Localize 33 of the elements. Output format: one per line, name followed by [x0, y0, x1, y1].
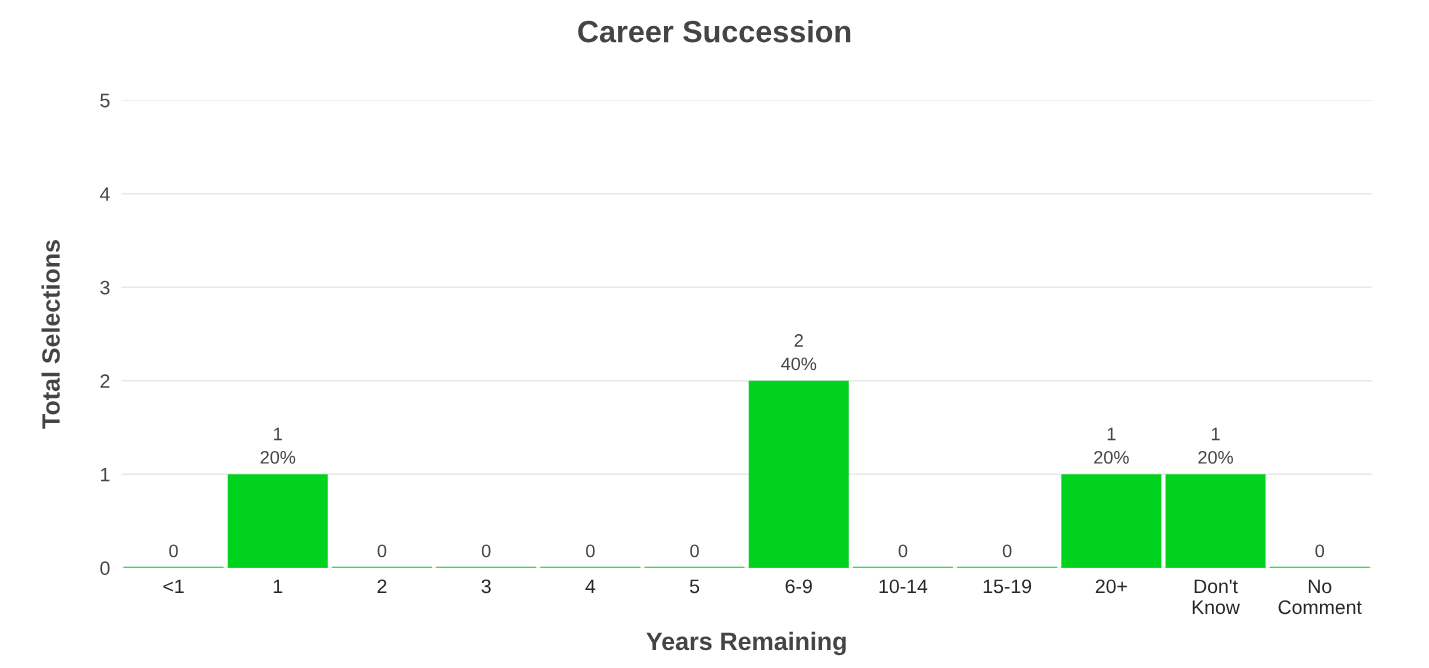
data-label: 1 20%	[260, 427, 296, 464]
y-tick-label: 2	[100, 374, 110, 388]
x-tick-label: 6-9	[785, 579, 812, 594]
x-tick-label: 5	[689, 579, 700, 594]
y-tick-label: 5	[100, 93, 110, 108]
x-tick-label: 2	[377, 579, 387, 593]
x-tick-label: 10-14	[879, 579, 928, 594]
x-tick-label: 3	[481, 579, 491, 594]
y-tick-label: 0	[100, 561, 110, 576]
data-label: 2 40%	[781, 334, 817, 371]
x-tick-label: 1	[273, 579, 283, 593]
data-label: 0	[1315, 544, 1325, 558]
x-tick-label: No Comment	[1278, 579, 1362, 615]
x-tick-label: Don't Know	[1192, 579, 1240, 615]
x-tick-label: 4	[585, 579, 596, 593]
data-label: 0	[898, 544, 908, 558]
y-tick-label: 1	[101, 467, 110, 482]
data-label: 1 20%	[1094, 427, 1129, 464]
data-label: 0	[169, 544, 178, 558]
x-tick-label: 20+	[1095, 579, 1127, 594]
data-label: 0	[377, 544, 387, 558]
data-label: 1 20%	[1198, 427, 1233, 464]
y-tick-label: 3	[100, 280, 110, 295]
data-label: 0	[481, 544, 491, 558]
chart-title: Career Succession	[578, 20, 851, 43]
x-tick-label: 15-19	[983, 579, 1032, 594]
y-tick-label: 4	[99, 187, 110, 201]
data-label: 0	[690, 544, 699, 558]
y-axis-title: Total Selections	[41, 240, 60, 429]
data-label: 0	[1002, 544, 1012, 558]
x-tick-label: <1	[163, 579, 184, 593]
x-axis-title: Years Remaining	[646, 631, 846, 656]
data-label: 0	[586, 544, 595, 558]
